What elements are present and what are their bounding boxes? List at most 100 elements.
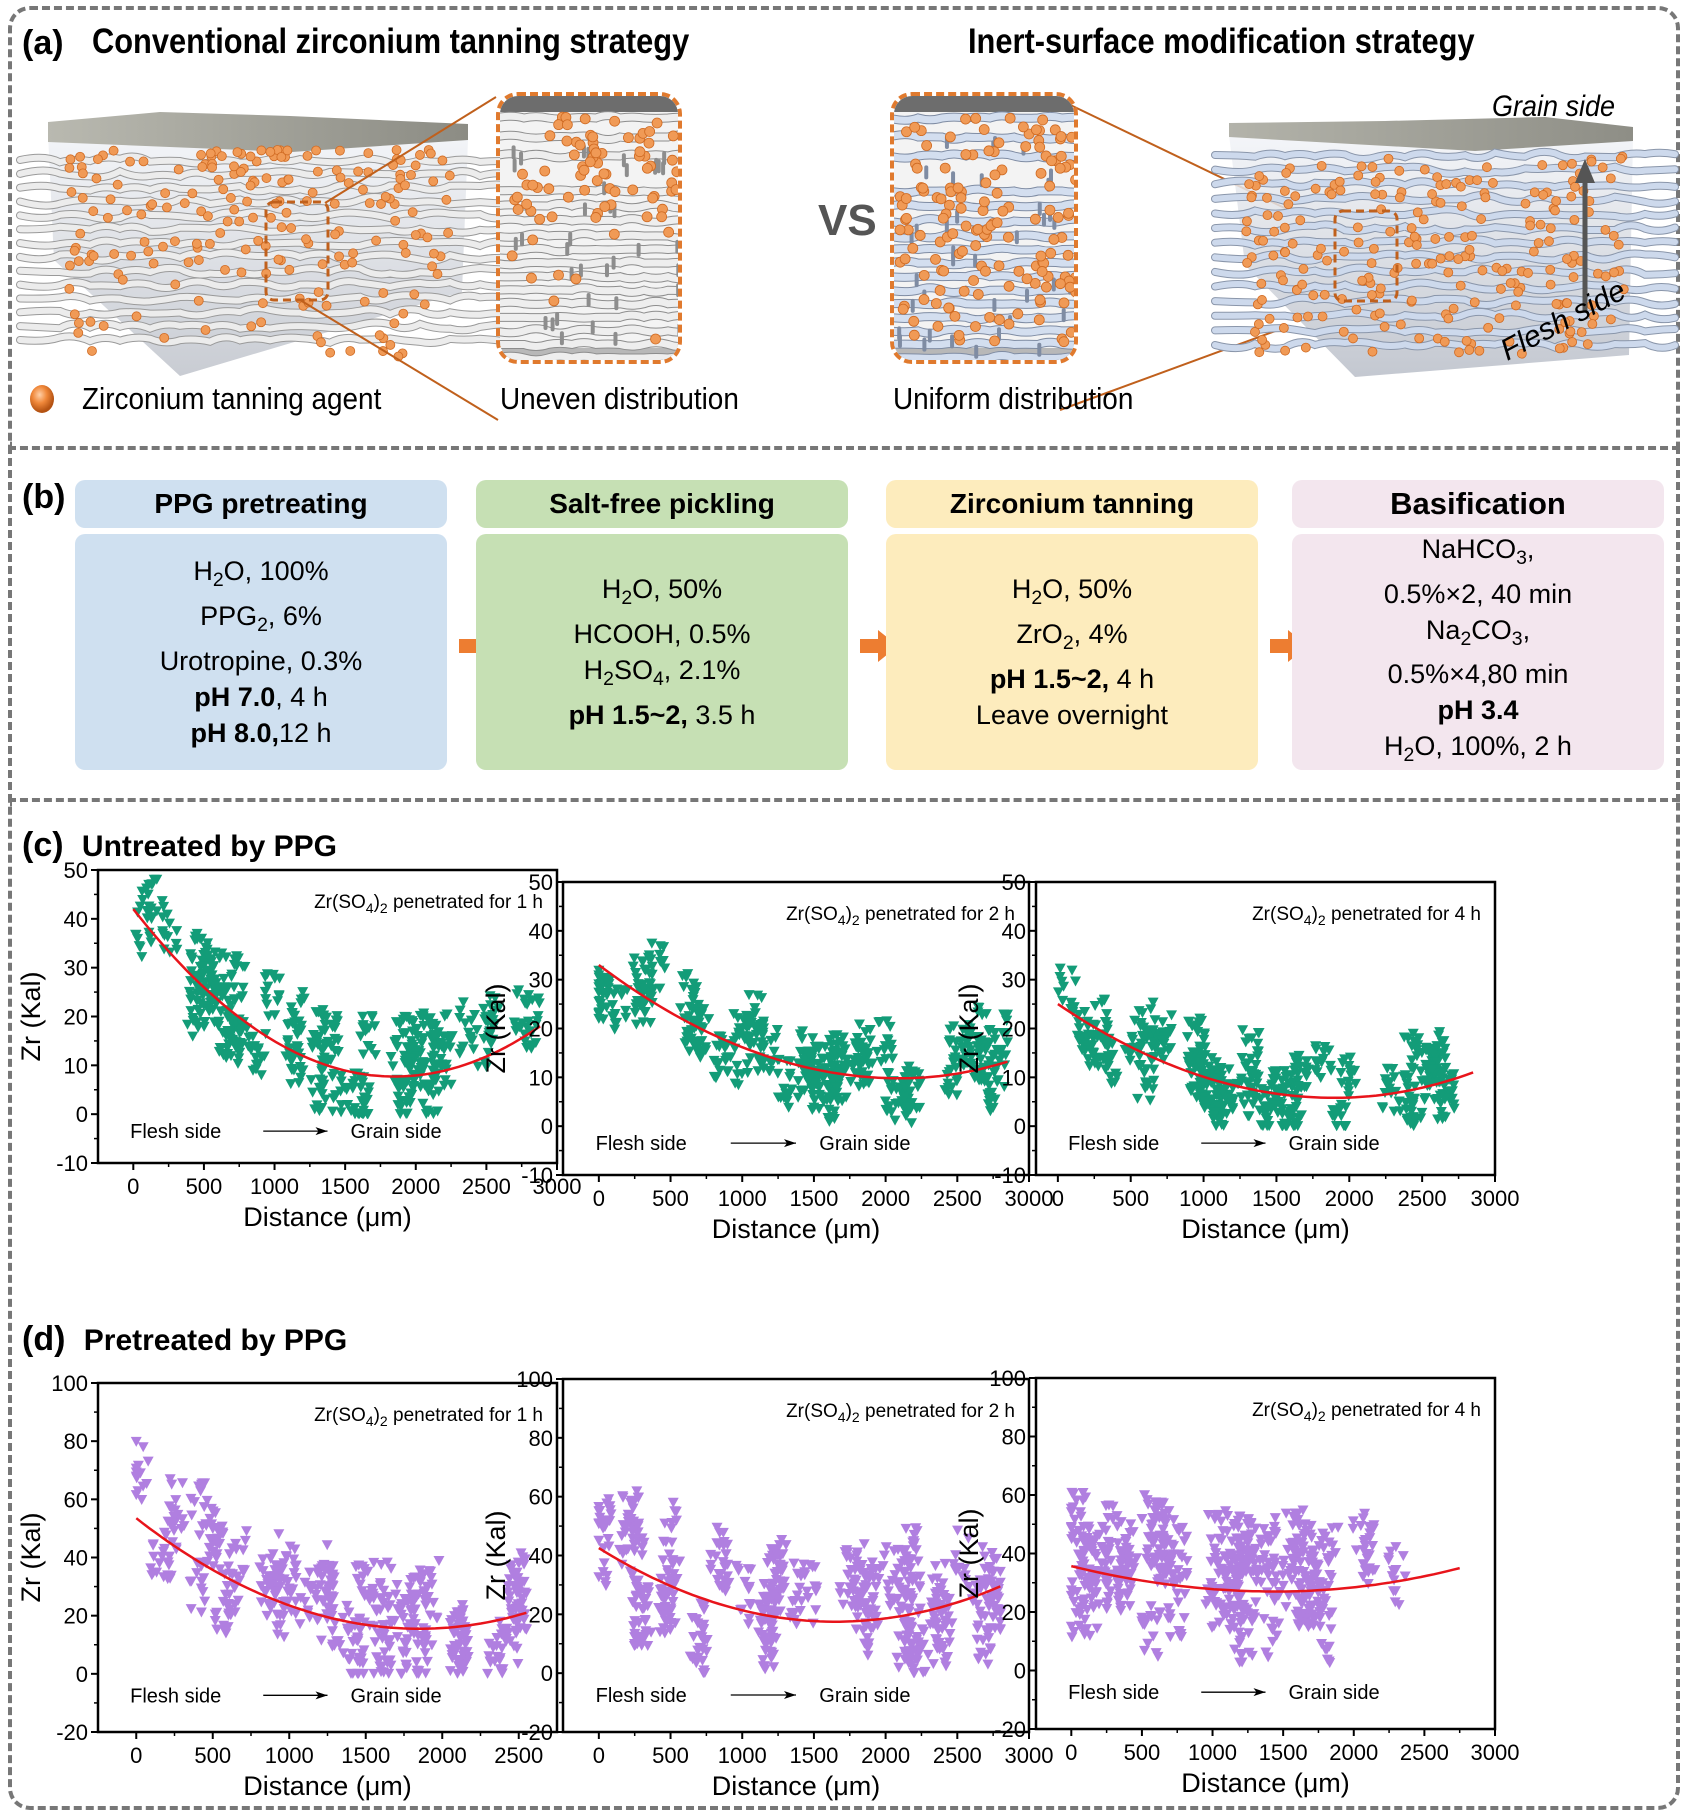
- data-point: [479, 1057, 491, 1068]
- data-point: [299, 1577, 311, 1588]
- data-point: [191, 996, 203, 1007]
- data-point: [1280, 1072, 1292, 1083]
- particle: [1002, 231, 1014, 243]
- fiber-cross-link: [513, 236, 518, 251]
- fiber: [17, 237, 513, 250]
- data-point: [134, 942, 146, 953]
- annotation-subscript: 4: [366, 900, 374, 916]
- data-point: [1223, 1594, 1235, 1605]
- data-point: [1157, 1017, 1169, 1028]
- data-point: [1251, 1569, 1263, 1580]
- data-point: [236, 991, 248, 1002]
- data-point: [324, 1562, 336, 1573]
- data-point: [1168, 1541, 1180, 1552]
- data-point: [269, 1571, 281, 1582]
- data-point: [975, 1035, 987, 1046]
- data-point: [962, 1057, 974, 1068]
- particle: [623, 132, 634, 144]
- particle: [248, 212, 258, 223]
- data-point: [186, 966, 198, 977]
- particle: [970, 321, 981, 332]
- step-line: H2O, 100%: [193, 553, 328, 598]
- data-point: [444, 1618, 456, 1629]
- data-point: [431, 1613, 443, 1624]
- data-point: [601, 1570, 613, 1581]
- data-point: [791, 1590, 803, 1601]
- data-point: [407, 1083, 419, 1094]
- data-point: [604, 1501, 616, 1512]
- particle: [641, 162, 653, 174]
- data-point: [1137, 1032, 1149, 1043]
- data-point: [890, 1099, 902, 1110]
- data-point: [889, 1115, 901, 1126]
- x-tick-label: 2500: [462, 1174, 511, 1199]
- data-point: [403, 1092, 415, 1103]
- particle: [993, 137, 1005, 149]
- x-tick-label: 2000: [391, 1174, 440, 1199]
- data-point: [352, 1633, 364, 1644]
- y-tick-label: -20: [56, 1720, 88, 1745]
- data-point: [457, 997, 469, 1008]
- data-point: [670, 1515, 682, 1526]
- data-point: [237, 1545, 249, 1556]
- data-point: [482, 1047, 494, 1058]
- data-point: [674, 1003, 686, 1014]
- data-point: [453, 1612, 465, 1623]
- data-point: [1415, 1066, 1427, 1077]
- data-point: [449, 1628, 461, 1639]
- data-point: [731, 1060, 743, 1071]
- particle: [1035, 167, 1047, 179]
- data-point: [658, 942, 670, 953]
- data-point: [310, 1589, 322, 1600]
- step-text: Urotropine, 0.3%: [159, 645, 363, 676]
- y-tick-label: 40: [529, 1544, 553, 1569]
- data-point: [969, 1073, 981, 1084]
- step-text: O, 100%: [223, 556, 329, 587]
- particle: [584, 156, 596, 168]
- data-point: [1266, 1623, 1278, 1634]
- data-point: [1296, 1584, 1308, 1595]
- data-point: [235, 1026, 247, 1037]
- annotation-text: Zr(SO: [1252, 904, 1304, 925]
- particle: [977, 205, 989, 216]
- data-point: [644, 1018, 656, 1029]
- fiber-cross-link: [1041, 212, 1046, 227]
- x-axis-label: Distance (μm): [1181, 1214, 1350, 1244]
- data-point: [1147, 997, 1159, 1008]
- data-point: [913, 1645, 925, 1656]
- data-point: [862, 1650, 874, 1661]
- fiber-cross-link: [1061, 308, 1066, 323]
- data-point: [942, 1652, 954, 1663]
- fiber-cross-link: [974, 344, 979, 359]
- x-tick-label: 3000: [1005, 1743, 1054, 1768]
- particle: [391, 145, 402, 155]
- data-point: [1065, 1521, 1077, 1532]
- data-point: [1329, 1107, 1341, 1118]
- data-point: [849, 1068, 861, 1079]
- particle: [553, 269, 564, 281]
- ph-condition: pH 1.5~2,: [989, 663, 1110, 694]
- data-point: [309, 1104, 321, 1115]
- particle: [179, 198, 190, 209]
- step-text: Leave overnight: [975, 699, 1169, 730]
- data-point: [749, 1022, 761, 1033]
- data-point: [862, 1048, 874, 1059]
- data-point: [997, 1027, 1009, 1038]
- y-tick-label: 0: [541, 1661, 553, 1686]
- particle: [65, 260, 75, 271]
- data-point: [1141, 1547, 1153, 1558]
- data-point: [418, 1021, 430, 1032]
- step-line: NaHCO3,: [1422, 531, 1535, 576]
- data-point: [862, 1643, 874, 1654]
- particle: [598, 168, 610, 180]
- data-point: [860, 1607, 872, 1618]
- data-point: [1079, 1007, 1091, 1018]
- data-point: [1309, 1065, 1321, 1076]
- particle: [193, 295, 204, 306]
- data-point: [491, 1632, 503, 1643]
- particle: [1257, 335, 1267, 345]
- fit-curve: [132, 908, 541, 1078]
- data-point: [273, 1529, 285, 1540]
- particle: [312, 166, 323, 177]
- data-point: [439, 1075, 451, 1086]
